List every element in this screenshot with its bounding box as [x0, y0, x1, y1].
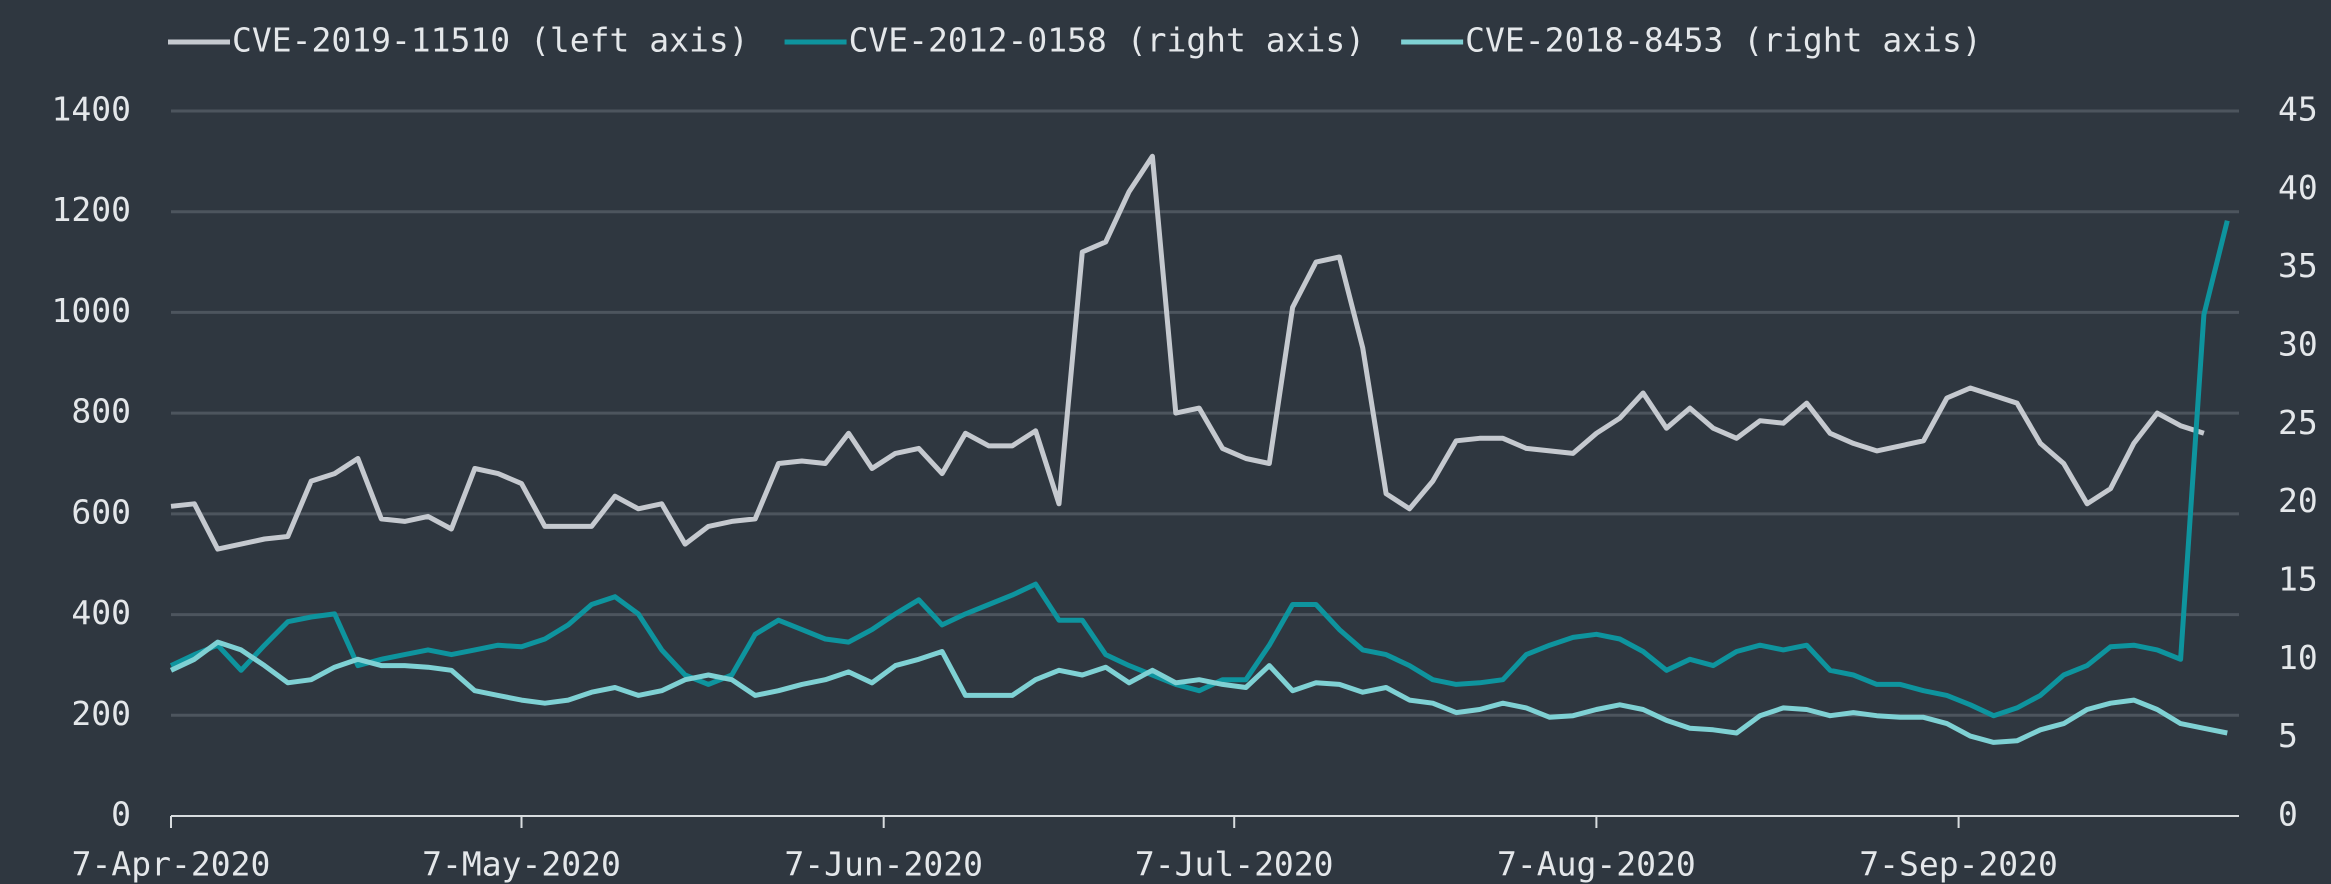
x-tick-label: 7-Apr-2020 — [72, 845, 271, 884]
x-tick-label: 7-Jun-2020 — [784, 845, 983, 884]
series-line — [169, 220, 2230, 719]
y-tick-label: 800 — [71, 392, 131, 431]
y-tick-label: 1200 — [52, 190, 131, 229]
y-tick-label: 1000 — [52, 291, 131, 330]
legend-label: CVE-2018-8453 (right axis) — [1465, 21, 1982, 60]
series-line — [169, 639, 2228, 745]
series-line — [170, 153, 2205, 552]
y2-tick-label: 20 — [2278, 481, 2318, 520]
legend-label: CVE-2019-11510 (left axis) — [232, 21, 749, 60]
y2-tick-label: 45 — [2278, 90, 2318, 129]
x-tick-label: 7-Jul-2020 — [1135, 845, 1334, 884]
legend-label: CVE-2012-0158 (right axis) — [849, 21, 1366, 60]
x-tick-label: 7-May-2020 — [422, 845, 621, 884]
y2-tick-label: 35 — [2278, 246, 2318, 285]
y2-tick-label: 0 — [2278, 795, 2298, 834]
x-tick-label: 7-Sep-2020 — [1859, 845, 2058, 884]
y2-tick-label: 15 — [2278, 560, 2318, 599]
y-tick-label: 400 — [71, 593, 131, 632]
y-tick-label: 600 — [71, 492, 131, 531]
y2-tick-label: 25 — [2278, 403, 2318, 442]
y-tick-label: 1400 — [52, 90, 131, 129]
y2-tick-label: 40 — [2278, 168, 2318, 207]
y2-tick-label: 10 — [2278, 638, 2318, 677]
y2-tick-label: 30 — [2278, 325, 2318, 364]
y2-tick-label: 5 — [2278, 716, 2298, 755]
x-tick-label: 7-Aug-2020 — [1497, 845, 1696, 884]
y-tick-label: 200 — [71, 694, 131, 733]
y-tick-label: 0 — [111, 795, 131, 834]
